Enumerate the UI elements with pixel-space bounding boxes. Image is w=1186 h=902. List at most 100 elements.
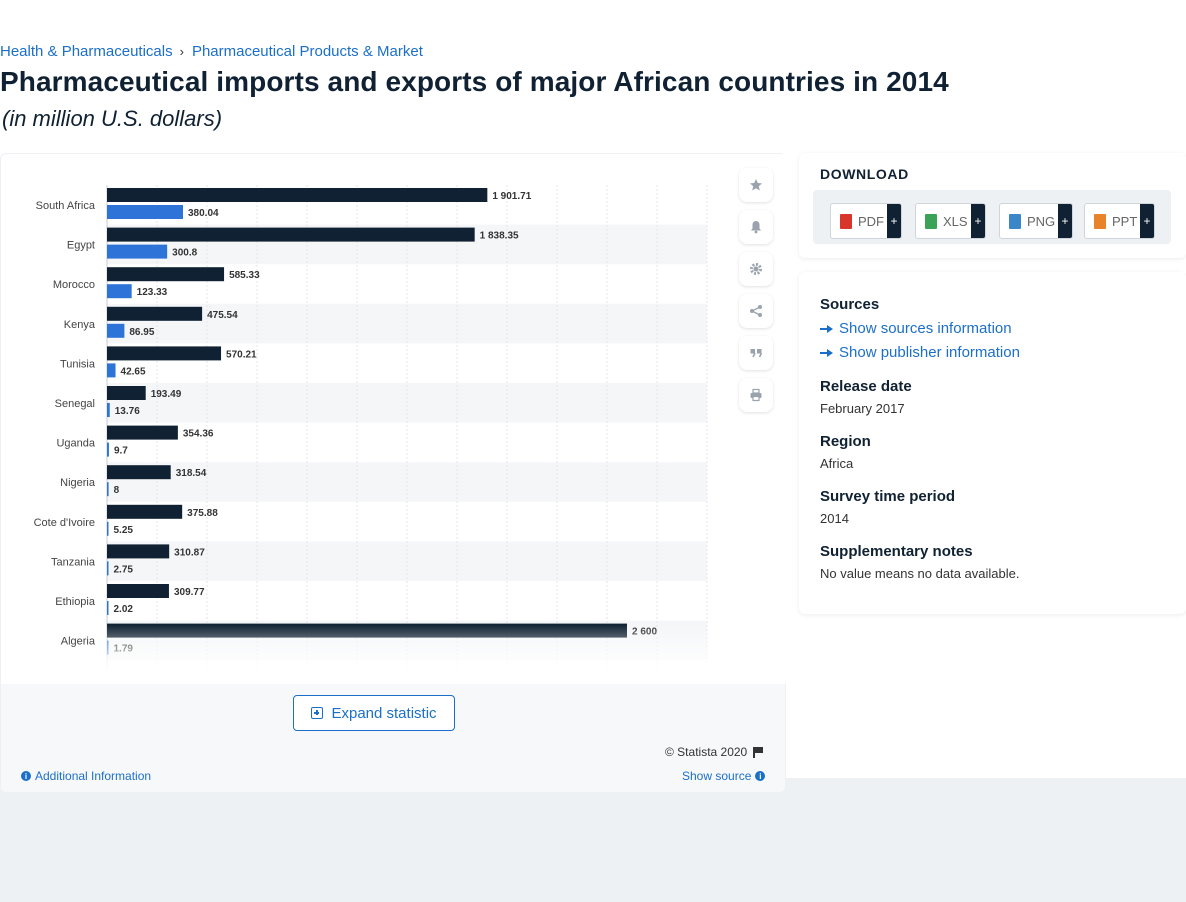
download-xls-label: XLS bbox=[943, 213, 968, 229]
additional-information-link[interactable]: i Additional Information bbox=[21, 769, 151, 783]
star-icon[interactable] bbox=[739, 168, 773, 202]
bar bbox=[107, 386, 146, 400]
bar bbox=[107, 227, 475, 242]
category-label: Morocco bbox=[53, 279, 95, 291]
data-label: 585.33 bbox=[229, 270, 260, 281]
bar bbox=[107, 442, 109, 457]
supplementary-notes-value: No value means no data available. bbox=[820, 566, 1020, 581]
supplementary-notes-heading: Supplementary notes bbox=[820, 543, 973, 560]
category-label: Cote d'Ivoire bbox=[34, 517, 95, 529]
share-icon[interactable] bbox=[739, 294, 773, 328]
download-ppt-plus[interactable]: + bbox=[1140, 204, 1154, 238]
data-label: 354.36 bbox=[183, 429, 214, 440]
download-png-button[interactable]: PNG + bbox=[999, 203, 1073, 239]
data-label: 13.76 bbox=[115, 406, 140, 417]
chart-card: South Africa 1 901.71 380.04 Egypt 1 838.35 3… bbox=[0, 153, 787, 793]
gear-icon[interactable] bbox=[739, 252, 773, 286]
survey-period-value: 2014 bbox=[820, 511, 849, 526]
data-label: 375.88 bbox=[187, 508, 218, 519]
release-date-heading: Release date bbox=[820, 378, 912, 395]
show-source-label: Show source bbox=[682, 769, 752, 783]
download-pdf-label: PDF bbox=[858, 213, 884, 229]
copyright-text: © Statista 2020 bbox=[665, 745, 748, 759]
data-label: 2.02 bbox=[114, 604, 134, 615]
flag-icon[interactable] bbox=[753, 746, 763, 758]
bar bbox=[107, 584, 169, 598]
survey-period-heading: Survey time period bbox=[820, 488, 956, 505]
data-label: 5.25 bbox=[114, 525, 134, 536]
release-date-value: February 2017 bbox=[820, 401, 905, 416]
bar bbox=[107, 521, 109, 536]
data-label: 1 901.71 bbox=[492, 191, 531, 202]
download-xls-plus[interactable]: + bbox=[971, 204, 985, 238]
download-ppt-label: PPT bbox=[1112, 213, 1138, 229]
png-file-icon bbox=[1009, 213, 1021, 229]
category-label: Tanzania bbox=[51, 556, 96, 568]
bar bbox=[107, 465, 171, 480]
breadcrumb: Health & Pharmaceuticals › Pharmaceutica… bbox=[0, 43, 423, 60]
chart-area: South Africa 1 901.71 380.04 Egypt 1 838.35 3… bbox=[1, 154, 787, 684]
category-label: Tunisia bbox=[60, 358, 96, 370]
page-subtitle: (in million U.S. dollars) bbox=[2, 106, 223, 131]
xls-file-icon bbox=[925, 213, 937, 229]
bell-icon[interactable] bbox=[739, 210, 773, 244]
breadcrumb-link-products[interactable]: Pharmaceutical Products & Market bbox=[191, 43, 423, 60]
download-panel: DOWNLOAD PDF + XLS + PNG + PPT + bbox=[799, 153, 1186, 258]
category-label: Ethiopia bbox=[55, 596, 96, 608]
data-label: 1 838.35 bbox=[480, 231, 519, 242]
download-title: DOWNLOAD bbox=[820, 166, 909, 182]
category-label: Egypt bbox=[67, 240, 95, 252]
data-label: 300.8 bbox=[172, 248, 197, 259]
bar bbox=[107, 482, 109, 497]
data-label: 309.77 bbox=[174, 587, 205, 598]
show-source-link[interactable]: Show source i bbox=[682, 769, 766, 783]
bar bbox=[107, 267, 225, 282]
download-pdf-button[interactable]: PDF + bbox=[830, 203, 902, 239]
ppt-file-icon bbox=[1094, 213, 1106, 229]
download-buttons: PDF + XLS + PNG + PPT + bbox=[813, 190, 1171, 244]
bar bbox=[107, 244, 168, 259]
data-label: 2.75 bbox=[114, 564, 134, 575]
show-sources-link[interactable]: Show sources information bbox=[820, 320, 1012, 337]
print-icon[interactable] bbox=[739, 378, 773, 412]
bar bbox=[107, 306, 203, 321]
bar bbox=[107, 403, 110, 417]
region-heading: Region bbox=[820, 433, 871, 450]
data-label: 9.7 bbox=[114, 446, 128, 457]
pdf-file-icon bbox=[840, 213, 852, 229]
download-png-plus[interactable]: + bbox=[1058, 204, 1072, 238]
data-label: 318.54 bbox=[176, 468, 207, 479]
breadcrumb-link-health[interactable]: Health & Pharmaceuticals bbox=[0, 43, 173, 60]
data-label: 123.33 bbox=[137, 287, 168, 298]
expand-statistic-button[interactable]: Expand statistic bbox=[293, 695, 455, 731]
bar-chart: South Africa 1 901.71 380.04 Egypt 1 838.35 3… bbox=[34, 185, 708, 681]
additional-information-label: Additional Information bbox=[35, 769, 152, 783]
breadcrumb-separator: › bbox=[179, 44, 184, 59]
sources-heading: Sources bbox=[820, 296, 880, 313]
quote-icon[interactable] bbox=[739, 336, 773, 370]
bar bbox=[107, 561, 109, 576]
statistic-details-panel: Sources Show sources information Show pu… bbox=[799, 272, 1186, 614]
bar bbox=[107, 346, 222, 361]
chart-fade-overlay bbox=[101, 624, 721, 684]
category-label: Senegal bbox=[55, 398, 95, 410]
data-label: 86.95 bbox=[129, 327, 154, 338]
download-ppt-button[interactable]: PPT + bbox=[1084, 203, 1155, 239]
show-sources-label: Show sources information bbox=[839, 320, 1012, 337]
data-label: 380.04 bbox=[188, 208, 219, 219]
copyright: © Statista 2020 bbox=[665, 745, 763, 759]
bar bbox=[107, 504, 183, 519]
download-pdf-plus[interactable]: + bbox=[887, 204, 901, 238]
bar bbox=[107, 205, 184, 219]
data-label: 475.54 bbox=[207, 310, 238, 321]
show-publisher-link[interactable]: Show publisher information bbox=[820, 344, 1020, 361]
download-png-label: PNG bbox=[1027, 213, 1056, 229]
category-label: Nigeria bbox=[60, 477, 96, 489]
category-label: Algeria bbox=[61, 636, 96, 648]
download-xls-button[interactable]: XLS + bbox=[915, 203, 986, 239]
expand-statistic-label: Expand statistic bbox=[331, 704, 437, 722]
plus-square-icon bbox=[311, 707, 324, 719]
data-label: 42.65 bbox=[121, 366, 146, 377]
info-icon: i bbox=[21, 771, 31, 781]
data-label: 570.21 bbox=[226, 349, 257, 360]
